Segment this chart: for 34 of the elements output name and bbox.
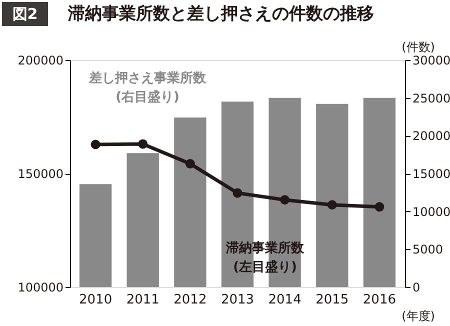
y2-tick-label: 30000 <box>412 54 450 68</box>
chart-title: 滞納事業所数と差し押さえの件数の推移 <box>67 4 374 24</box>
bar <box>174 118 206 287</box>
x-tick-label: 2010 <box>79 292 112 308</box>
bar <box>316 104 348 287</box>
y2-axis-title: (件数) <box>402 40 435 54</box>
point <box>327 200 337 210</box>
x-tick-label: 2014 <box>268 292 302 308</box>
bar <box>363 98 396 287</box>
x-tick-label: 2012 <box>174 292 207 308</box>
x-tick-label: 2013 <box>220 292 254 308</box>
point <box>185 159 195 168</box>
point <box>374 202 384 212</box>
y-tick-label: 200000 <box>18 54 64 68</box>
y2-tick-label: 15000 <box>412 167 450 181</box>
x-tick-label: 2011 <box>126 292 160 308</box>
y2-tick-label: 5000 <box>412 242 444 257</box>
series-label: 差し押さえ事業所数 (右目盛り) <box>88 70 207 105</box>
x-tick-label: 2015 <box>316 292 349 308</box>
x-axis-title: (年度) <box>402 309 435 323</box>
point <box>232 188 242 198</box>
caption: 図2 <box>12 5 38 23</box>
y2-tick-label: 0 <box>412 280 420 294</box>
y2-tick-label: 20000 <box>412 129 450 144</box>
x-tick-label: 2016 <box>362 292 396 308</box>
y-tick-label: 150000 <box>18 167 64 181</box>
bar <box>79 184 112 287</box>
y2-tick-label: 10000 <box>412 204 450 219</box>
point <box>90 140 100 150</box>
point <box>280 195 290 205</box>
y2-tick-label: 25000 <box>412 91 450 106</box>
y-tick-label: 100000 <box>18 280 64 294</box>
point <box>138 139 148 149</box>
bar <box>126 153 159 287</box>
